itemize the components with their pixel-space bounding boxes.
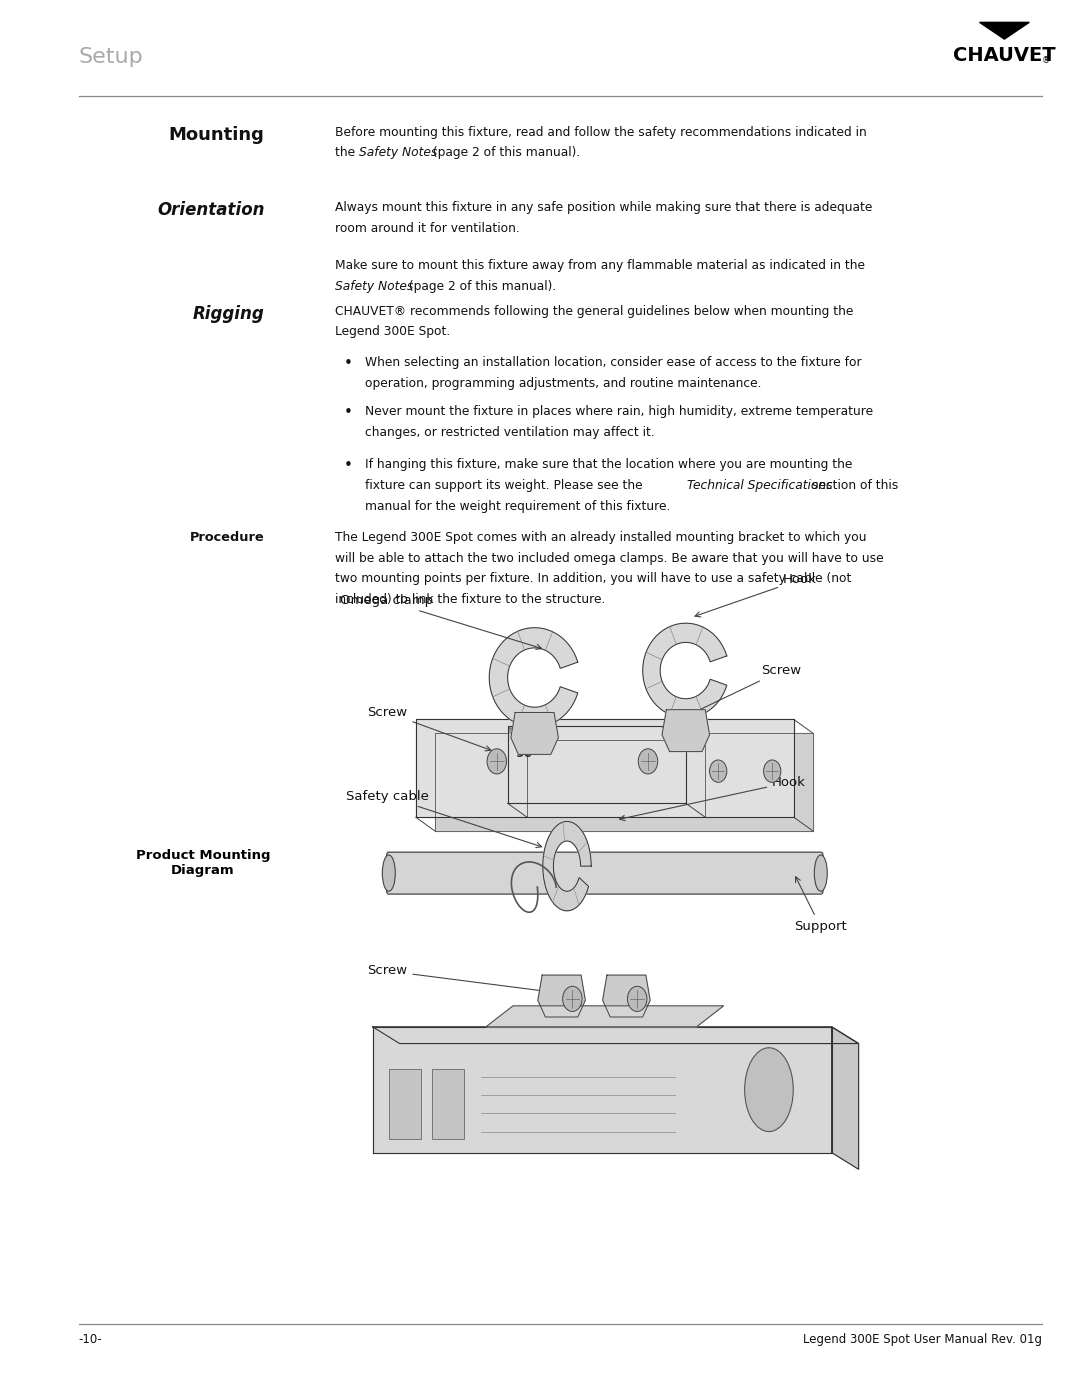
Text: section of this: section of this — [808, 479, 899, 492]
Polygon shape — [603, 975, 650, 1017]
Text: •: • — [343, 405, 352, 420]
Text: two mounting points per fixture. In addition, you will have to use a safety cabl: two mounting points per fixture. In addi… — [335, 573, 851, 585]
Text: included) to link the fixture to the structure.: included) to link the fixture to the str… — [335, 592, 605, 606]
Text: Screw: Screw — [367, 705, 491, 750]
FancyBboxPatch shape — [432, 1069, 464, 1139]
Ellipse shape — [382, 855, 395, 891]
Polygon shape — [489, 627, 578, 728]
Text: Safety Notes: Safety Notes — [335, 279, 413, 293]
Text: Make sure to mount this fixture away from any flammable material as indicated in: Make sure to mount this fixture away fro… — [335, 258, 865, 272]
FancyBboxPatch shape — [387, 852, 823, 894]
FancyBboxPatch shape — [389, 1069, 421, 1139]
Polygon shape — [511, 712, 558, 754]
Ellipse shape — [744, 1048, 793, 1132]
Polygon shape — [543, 821, 591, 911]
Text: •: • — [343, 458, 352, 474]
Text: room around it for ventilation.: room around it for ventilation. — [335, 222, 519, 235]
Polygon shape — [508, 726, 686, 803]
Text: 90: 90 — [515, 747, 532, 760]
Text: Legend 300E Spot User Manual Rev. 01g: Legend 300E Spot User Manual Rev. 01g — [804, 1333, 1042, 1345]
Text: changes, or restricted ventilation may affect it.: changes, or restricted ventilation may a… — [365, 426, 654, 439]
Polygon shape — [538, 975, 585, 1017]
Circle shape — [563, 986, 582, 1011]
Text: Safety Notes: Safety Notes — [359, 147, 436, 159]
Text: Technical Specifications: Technical Specifications — [687, 479, 833, 492]
Circle shape — [627, 986, 647, 1011]
Polygon shape — [435, 733, 813, 831]
Text: Orientation: Orientation — [157, 201, 265, 219]
Polygon shape — [643, 623, 727, 718]
Text: operation, programming adjustments, and routine maintenance.: operation, programming adjustments, and … — [365, 377, 761, 390]
Polygon shape — [662, 710, 710, 752]
Polygon shape — [416, 719, 794, 817]
Text: When selecting an installation location, consider ease of access to the fixture : When selecting an installation location,… — [365, 356, 862, 369]
Text: •: • — [343, 356, 352, 372]
Text: Never mount the fixture in places where rain, high humidity, extreme temperature: Never mount the fixture in places where … — [365, 405, 873, 418]
Text: If hanging this fixture, make sure that the location where you are mounting the: If hanging this fixture, make sure that … — [365, 458, 852, 471]
Text: Screw: Screw — [367, 964, 568, 996]
Text: CHAUVET® recommends following the general guidelines below when mounting the: CHAUVET® recommends following the genera… — [335, 305, 853, 317]
Text: Setup: Setup — [79, 47, 144, 67]
Text: will be able to attach the two included omega clamps. Be aware that you will hav: will be able to attach the two included … — [335, 552, 883, 564]
Text: ®: ® — [1042, 56, 1051, 64]
Text: Safety cable: Safety cable — [346, 789, 541, 848]
Polygon shape — [373, 1027, 859, 1044]
Text: Rigging: Rigging — [193, 305, 265, 323]
Text: Mounting: Mounting — [168, 126, 265, 144]
Text: The Legend 300E Spot comes with an already installed mounting bracket to which y: The Legend 300E Spot comes with an alrea… — [335, 531, 866, 543]
Polygon shape — [486, 1006, 724, 1027]
Text: fixture can support its weight. Please see the: fixture can support its weight. Please s… — [365, 479, 647, 492]
Text: Screw: Screw — [662, 664, 801, 728]
Text: CHAUVET: CHAUVET — [953, 46, 1056, 66]
Text: (page 2 of this manual).: (page 2 of this manual). — [405, 279, 556, 293]
Text: -10-: -10- — [79, 1333, 103, 1345]
Polygon shape — [980, 22, 1029, 39]
Text: Procedure: Procedure — [190, 531, 265, 543]
Text: Hook: Hook — [620, 775, 806, 820]
Polygon shape — [832, 1027, 859, 1169]
Text: Before mounting this fixture, read and follow the safety recommendations indicat: Before mounting this fixture, read and f… — [335, 126, 866, 138]
Text: Omega clamp: Omega clamp — [340, 594, 541, 650]
Text: Hook: Hook — [696, 573, 816, 617]
Polygon shape — [527, 740, 705, 817]
Text: Always mount this fixture in any safe position while making sure that there is a: Always mount this fixture in any safe po… — [335, 201, 873, 214]
Circle shape — [638, 749, 658, 774]
Text: Legend 300E Spot.: Legend 300E Spot. — [335, 326, 450, 338]
Circle shape — [487, 749, 507, 774]
Text: manual for the weight requirement of this fixture.: manual for the weight requirement of thi… — [365, 500, 671, 513]
Ellipse shape — [814, 855, 827, 891]
Circle shape — [764, 760, 781, 782]
Circle shape — [710, 760, 727, 782]
Text: Support: Support — [794, 877, 847, 933]
Text: Product Mounting
Diagram: Product Mounting Diagram — [136, 849, 270, 877]
Text: (page 2 of this manual).: (page 2 of this manual). — [429, 147, 580, 159]
Text: the: the — [335, 147, 359, 159]
Polygon shape — [373, 1027, 832, 1153]
